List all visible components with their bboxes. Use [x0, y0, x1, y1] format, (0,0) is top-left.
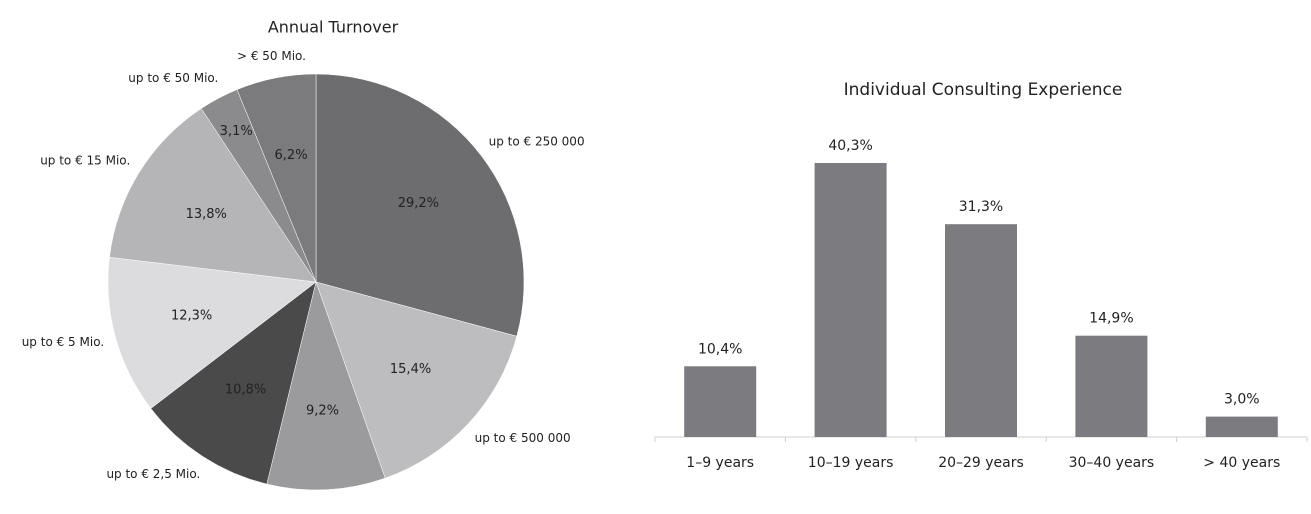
slice-value-label: 12,3% [171, 309, 212, 324]
pie-slice [109, 108, 317, 283]
bar-value-label: 14,9% [1089, 311, 1133, 327]
x-tick-label: 20–29 years [938, 455, 1024, 471]
slice-value-label: 13,8% [186, 207, 227, 222]
pie-slice [236, 73, 317, 283]
x-tick-label: 30–40 years [1069, 455, 1155, 471]
pie-title: Annual Turnover [268, 18, 399, 37]
bar [945, 224, 1017, 437]
bar [684, 366, 757, 437]
slice-category-label: up to € 2,5 Mio. [106, 467, 200, 481]
slice-category-label: > € 50 Mio. [237, 49, 306, 63]
pie-slice [150, 281, 317, 485]
pie-slice [315, 73, 525, 337]
slice-value-label: 10,8% [225, 383, 266, 398]
x-tick-label: 10–19 years [808, 455, 894, 471]
slice-value-label: 15,4% [390, 362, 431, 377]
slice-value-label: 3,1% [220, 124, 253, 139]
bar [814, 163, 887, 437]
bar-value-label: 3,0% [1224, 392, 1260, 408]
x-tick-label: 1–9 years [686, 455, 754, 471]
bar-value-label: 31,3% [959, 199, 1003, 215]
slice-value-label: 9,2% [306, 403, 339, 418]
bar-value-label: 10,4% [698, 341, 742, 357]
bar-value-label: 40,3% [828, 138, 872, 154]
pie-slice [266, 281, 386, 491]
slice-value-label: 29,2% [398, 196, 439, 211]
x-tick-label: > 40 years [1203, 455, 1280, 471]
bar [1075, 335, 1148, 437]
slice-category-label: up to € 500 000 [475, 431, 571, 445]
slice-category-label: up to € 5 Mio. [22, 335, 104, 349]
slice-category-label: up to € 250 000 [489, 135, 585, 149]
slice-value-label: 6,2% [275, 148, 308, 163]
pie-slice [315, 281, 518, 479]
bar [1205, 416, 1278, 437]
slice-category-label: up to € 50 Mio. [128, 71, 218, 85]
pie-slice [107, 256, 317, 409]
slice-category-label: up to € 15 Mio. [40, 154, 130, 168]
bar-title: Individual Consulting Experience [844, 80, 1123, 100]
